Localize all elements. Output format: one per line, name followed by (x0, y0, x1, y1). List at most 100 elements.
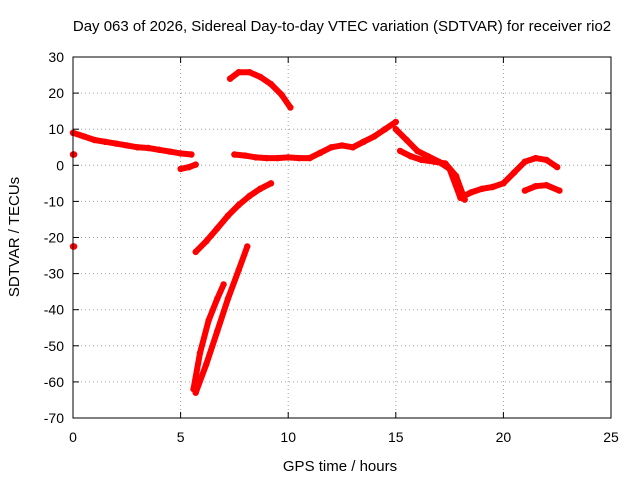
data-point (381, 126, 389, 133)
x-tick-label: 25 (603, 429, 619, 445)
x-tick-label: 15 (388, 429, 404, 445)
data-point (295, 154, 303, 162)
data-point (418, 156, 425, 164)
data-point (556, 187, 563, 194)
series-track-7 (521, 182, 563, 194)
data-point (226, 75, 234, 82)
data-point (203, 237, 210, 245)
data-point (235, 201, 242, 209)
data-point (102, 138, 109, 145)
data-point (123, 142, 130, 149)
data-point (155, 146, 163, 153)
data-point (403, 136, 410, 144)
y-tick-label: -30 (44, 266, 64, 282)
data-point (214, 225, 221, 232)
data-point (371, 133, 378, 140)
data-point (489, 183, 496, 191)
data-point (91, 136, 98, 144)
data-point (231, 151, 238, 158)
data-point (274, 154, 281, 162)
data-point (263, 154, 270, 162)
series-layer (69, 69, 563, 396)
data-point (257, 73, 264, 81)
data-point (521, 158, 529, 165)
data-point (532, 154, 539, 162)
y-tick-label: -70 (44, 410, 64, 426)
data-point (235, 69, 242, 76)
data-point (442, 160, 449, 167)
data-point (511, 169, 518, 176)
data-point (317, 149, 324, 156)
y-tick-label: -40 (44, 302, 64, 318)
data-point (543, 156, 550, 164)
data-point (306, 154, 313, 162)
x-tick-label: 10 (280, 429, 296, 445)
data-point (252, 154, 260, 161)
data-point (521, 187, 529, 194)
data-point (177, 165, 184, 173)
data-point (242, 152, 249, 159)
data-point (338, 142, 346, 149)
data-point (196, 349, 204, 357)
data-point (224, 212, 232, 219)
data-point (190, 385, 197, 393)
data-point (285, 154, 292, 161)
data-point (177, 150, 184, 157)
data-point (360, 138, 367, 145)
data-point (244, 243, 251, 250)
data-point (500, 180, 507, 187)
data-point (267, 80, 275, 88)
data-point (70, 151, 78, 158)
y-tick-label: -50 (44, 338, 64, 354)
data-point (328, 144, 335, 151)
series-track-4 (231, 119, 399, 162)
data-point (192, 161, 199, 168)
data-point (166, 148, 173, 155)
y-axis-title: SDTVAR / TECUs (6, 177, 23, 297)
y-tick-label: 10 (48, 121, 64, 137)
data-point (407, 153, 415, 160)
y-tick-label: 0 (56, 157, 64, 173)
data-point (80, 133, 88, 140)
data-point (278, 91, 285, 99)
data-point (349, 144, 356, 151)
data-point (246, 192, 253, 200)
data-point (214, 328, 221, 335)
data-point (220, 281, 227, 288)
data-point (246, 69, 253, 76)
data-point (554, 163, 561, 171)
data-point (134, 144, 141, 151)
data-point (461, 196, 468, 203)
data-point (70, 243, 78, 250)
data-point (392, 126, 399, 133)
data-point (192, 248, 199, 256)
y-tick-label: 30 (48, 49, 64, 65)
data-point (203, 360, 210, 368)
data-point (414, 147, 421, 155)
chart-title: Day 063 of 2026, Sidereal Day-to-day VTE… (73, 18, 611, 35)
y-tick-label: -60 (44, 374, 64, 390)
series-track-5 (392, 126, 561, 201)
data-point (287, 104, 294, 111)
data-point (267, 180, 275, 187)
data-point (467, 189, 475, 196)
data-point (543, 182, 550, 189)
data-point (188, 151, 195, 158)
data-point (224, 295, 232, 303)
series-track-9 (192, 243, 251, 396)
x-tick-label: 5 (177, 429, 185, 445)
y-tick-label: 20 (48, 85, 64, 101)
data-point (396, 147, 404, 155)
data-point (214, 295, 221, 303)
data-point (205, 317, 212, 324)
x-axis-title: GPS time / hours (283, 458, 397, 475)
data-point (452, 172, 460, 180)
y-tick-label: -20 (44, 230, 64, 246)
data-point (257, 185, 264, 192)
x-tick-label: 0 (69, 429, 77, 445)
data-point (532, 183, 539, 190)
x-tick-label: 20 (496, 429, 512, 445)
data-point (112, 140, 120, 147)
